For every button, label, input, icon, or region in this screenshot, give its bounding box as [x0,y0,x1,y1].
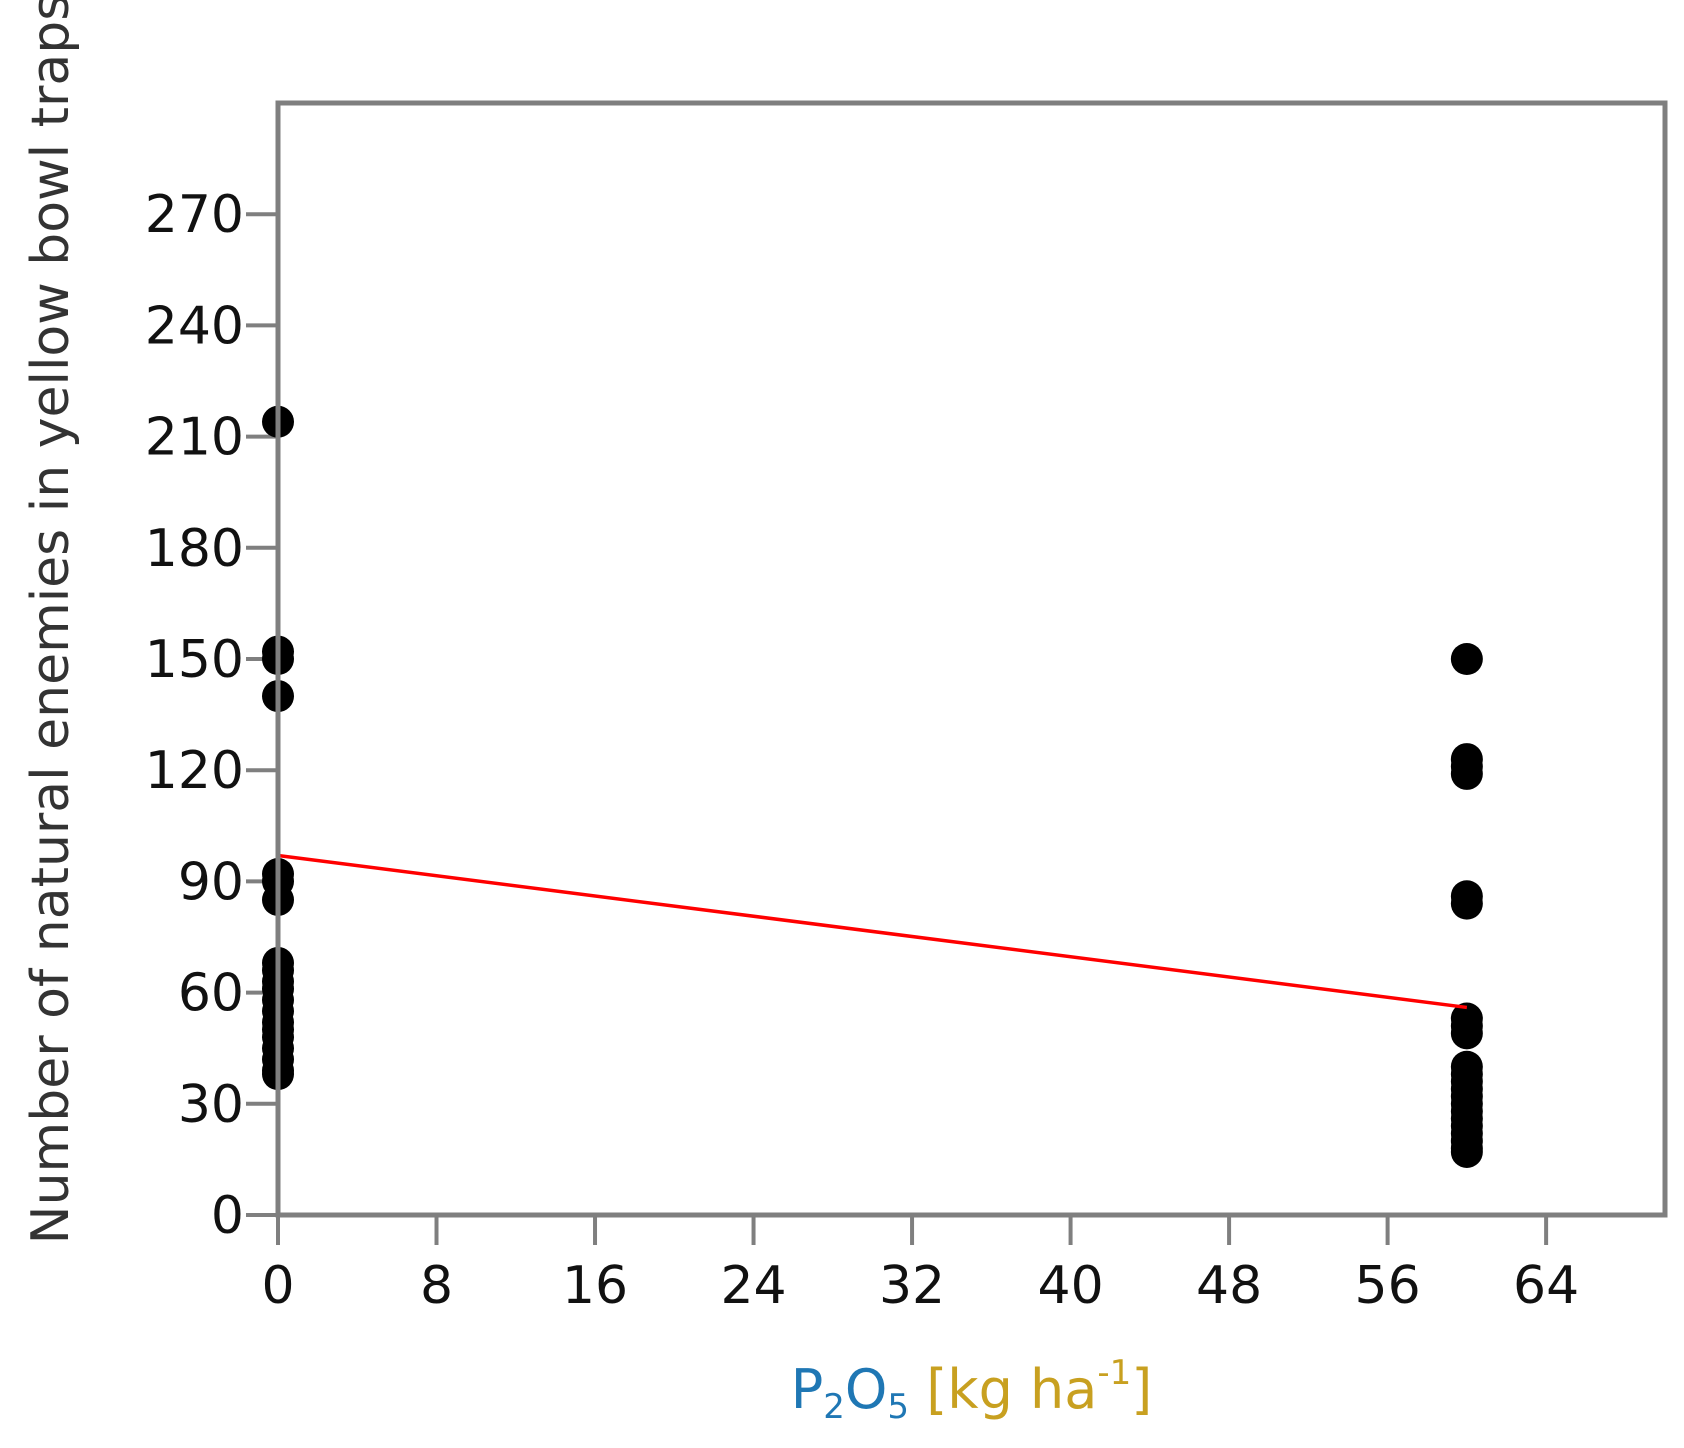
x-axis-label: P2O5 [kg ha-1] [791,1353,1153,1427]
x-tick-label: 64 [1513,1256,1579,1316]
y-tick-label: 0 [211,1186,244,1246]
trend-line-group [277,853,1468,1010]
y-tick-label: 30 [178,1075,244,1135]
x-tick-label: 40 [1037,1256,1103,1316]
x-axis-label-part: ] [1131,1358,1152,1421]
x-axis-label-part: [kg ha [909,1358,1097,1421]
x-tick-label: 0 [261,1256,294,1316]
data-points [262,405,1483,1168]
x-axis-label-part: 5 [887,1387,909,1427]
x-axis-label-part: 2 [823,1387,845,1427]
x-axis-label-part: -1 [1097,1353,1131,1393]
y-axis-label: Number of natural enemies in yellow bowl… [21,0,81,1244]
data-point [1450,887,1483,920]
x-tick-label: 56 [1355,1256,1421,1316]
y-tick-label: 180 [145,519,244,579]
data-point [1450,643,1483,675]
y-tick-label: 270 [145,185,244,245]
y-tick-label: 90 [178,852,244,912]
x-axis-ticks: 0 8 16 24 32 40 48 56 64 [261,1215,1579,1316]
y-tick-label: 240 [145,296,244,356]
data-point [1450,757,1483,790]
x-tick-label: 24 [720,1256,786,1316]
plot-frame [275,100,1668,1218]
x-tick-label: 16 [562,1256,628,1316]
x-axis-label-part: O [845,1358,888,1421]
y-tick-label: 150 [145,630,244,690]
y-tick-label: 210 [145,408,244,468]
y-tick-label: 60 [178,964,244,1024]
y-tick-label: 120 [145,741,244,801]
data-point [1450,1017,1483,1050]
x-tick-label: 32 [879,1256,945,1316]
x-axis-label-part: P [791,1358,824,1421]
trend-line [277,853,1468,1010]
x-tick-label: 48 [1196,1256,1262,1316]
y-axis-ticks: 0 30 60 90 120 150 180 210 240 270 [145,185,278,1246]
data-point [1450,1135,1483,1168]
x-tick-label: 8 [420,1256,453,1316]
